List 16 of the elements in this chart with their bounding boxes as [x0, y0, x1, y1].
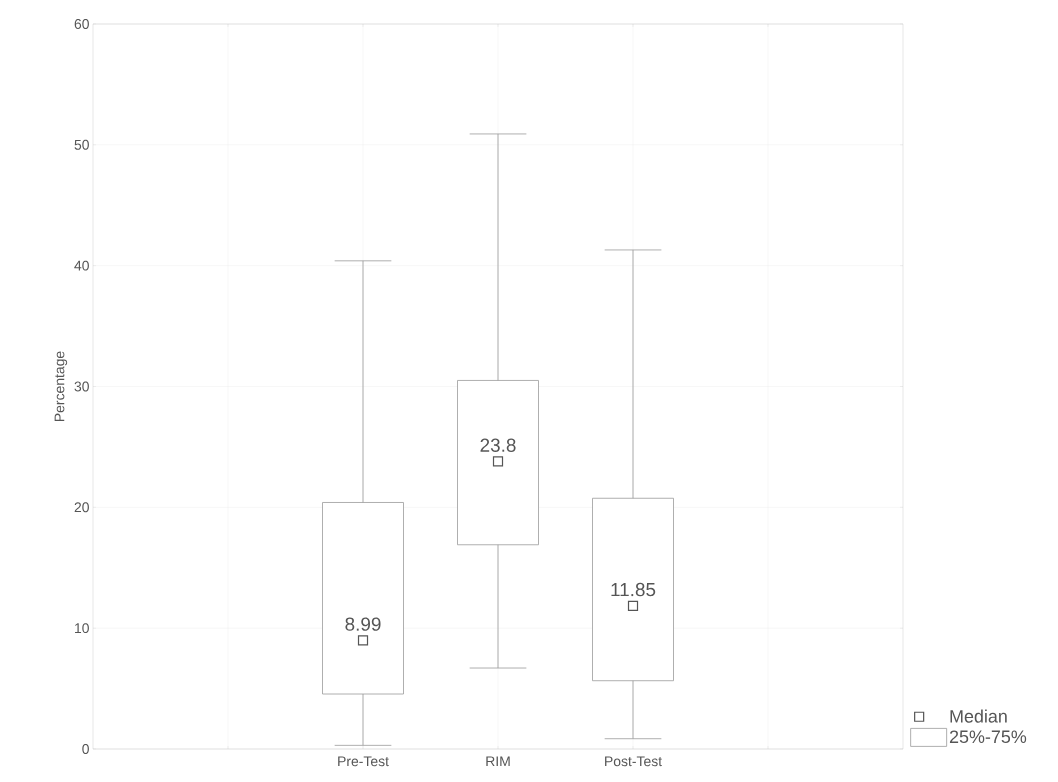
y-axis-title: Percentage: [54, 351, 68, 422]
y-tick-label: 50: [74, 139, 89, 150]
y-tick-label: 60: [74, 19, 89, 29]
x-tick-label: Pre-Test: [338, 756, 389, 767]
legend-label: 25%-75%: [949, 730, 1027, 744]
x-tick-label: Post-Test: [605, 756, 662, 767]
y-tick-label: 40: [74, 260, 89, 271]
y-tick-label: 30: [74, 381, 89, 392]
data-label: 23.8: [480, 438, 516, 452]
data-label: 11.85: [611, 582, 656, 597]
data-label: 8.99: [345, 617, 381, 631]
x-tick-label: RIM: [486, 756, 510, 767]
y-tick-label: 20: [74, 502, 89, 513]
legend-label: Median: [950, 709, 1007, 723]
y-tick-label: 0: [82, 744, 89, 754]
y-tick-label: 10: [75, 623, 89, 634]
